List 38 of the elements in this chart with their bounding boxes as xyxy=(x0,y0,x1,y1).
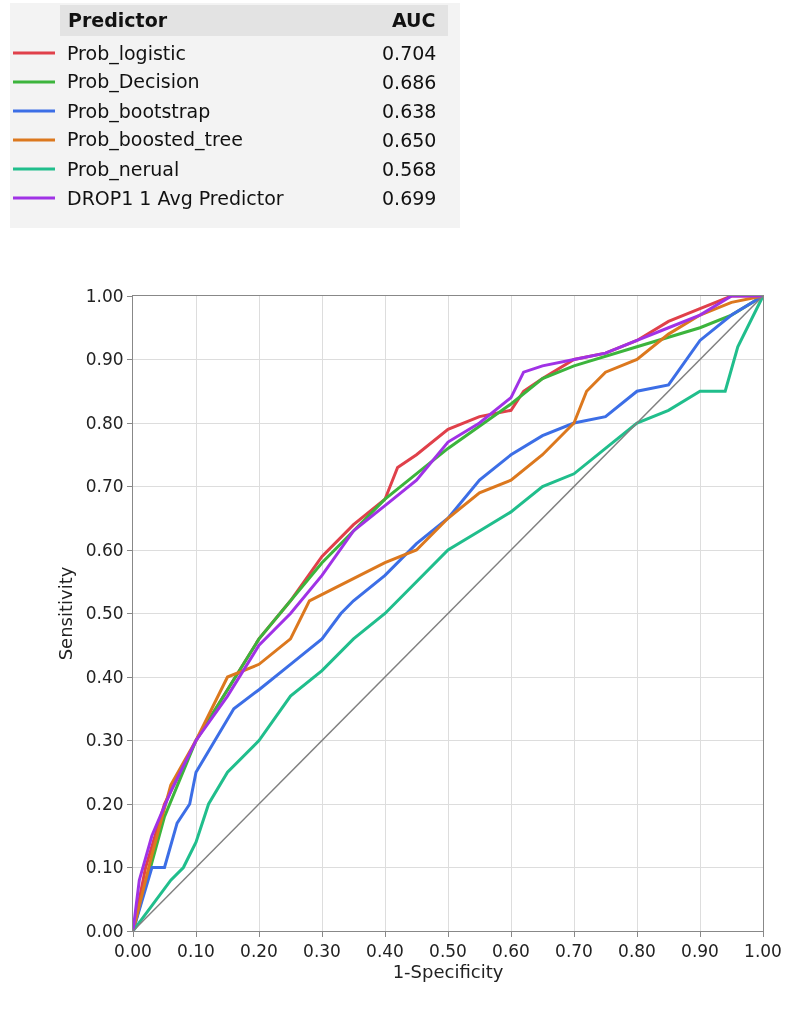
x-tick-label: 0.00 xyxy=(114,941,152,962)
text: 0.686 xyxy=(382,71,437,93)
x-tick-label: 1.00 xyxy=(744,941,782,962)
y-tick-label: 0.00 xyxy=(85,920,124,941)
legend-label: Prob_nerual xyxy=(67,158,180,181)
x-tick-label: 0.90 xyxy=(681,941,719,962)
y-tick-label: 0.80 xyxy=(85,412,124,433)
legend-label: Prob_bootstrap xyxy=(67,100,211,123)
legend-title: Predictor xyxy=(68,9,168,31)
x-tick-label: 0.70 xyxy=(555,941,593,962)
y-tick-label: 1.00 xyxy=(85,285,124,306)
legend-label: DROP1 1 Avg Predictor xyxy=(67,187,284,209)
x-tick-label: 0.50 xyxy=(429,941,467,962)
legend-label: Prob_boosted_tree xyxy=(67,128,243,151)
x-tick-label: 0.30 xyxy=(303,941,341,962)
y-tick-label: 0.70 xyxy=(85,476,124,497)
x-tick-label: 0.10 xyxy=(177,941,215,962)
x-tick-label: 0.60 xyxy=(492,941,530,962)
legend-label: Prob_logistic xyxy=(67,42,187,65)
x-tick-label: 0.80 xyxy=(618,941,656,962)
y-axis-title: Sensitivity xyxy=(54,566,76,661)
y-tick-label: 0.40 xyxy=(85,666,124,687)
text: 0.568 xyxy=(382,158,437,180)
x-tick-label: 0.20 xyxy=(240,941,278,962)
y-tick-label: 0.50 xyxy=(85,603,124,624)
y-tick-label: 0.20 xyxy=(85,793,124,814)
y-tick-label: 0.30 xyxy=(85,730,124,751)
x-axis-title: 1-Specificity xyxy=(392,961,504,983)
y-tick-label: 0.90 xyxy=(85,349,124,370)
y-tick-label: 0.60 xyxy=(85,539,124,560)
legend-label: Prob_Decision xyxy=(67,70,200,93)
text: AUC xyxy=(392,9,436,31)
text: 0.638 xyxy=(382,100,437,122)
text: 0.704 xyxy=(382,42,437,64)
text: 0.699 xyxy=(382,187,437,209)
text: 0.650 xyxy=(382,129,437,151)
y-tick-label: 0.10 xyxy=(85,857,124,878)
x-tick-label: 0.40 xyxy=(366,941,404,962)
